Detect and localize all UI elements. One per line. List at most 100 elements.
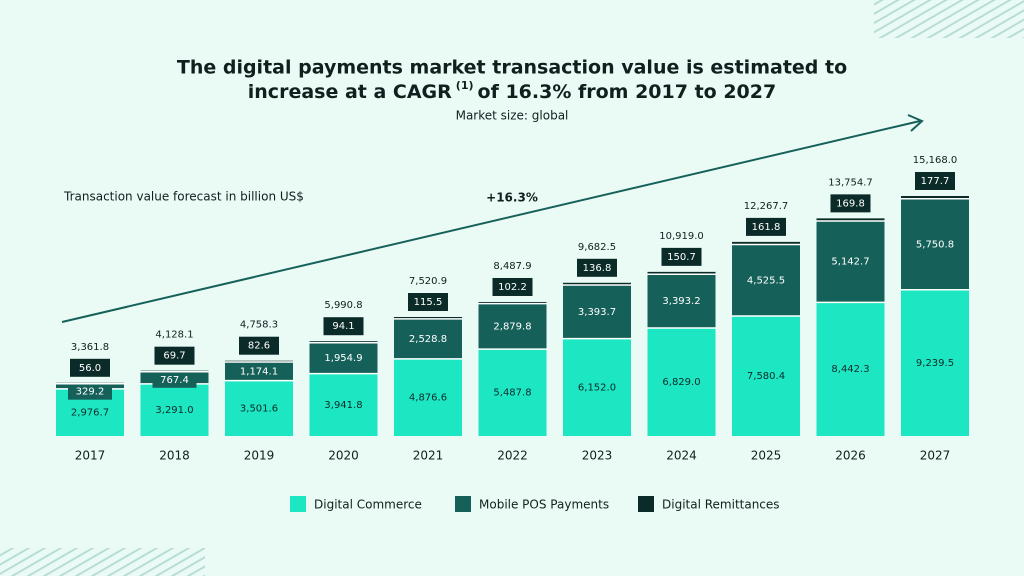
- bar-segment: [225, 362, 293, 381]
- value-label: 3,941.8: [324, 400, 362, 411]
- annotation: +16.3%: [486, 191, 538, 205]
- value-label: 8,442.3: [831, 364, 869, 375]
- legend-swatch: [455, 496, 471, 512]
- total-label: 15,168.0: [913, 155, 958, 166]
- value-label: 3,393.7: [578, 307, 616, 318]
- bar-segment: [225, 380, 293, 436]
- value-label: 5,487.8: [493, 388, 531, 399]
- bar-segment: [394, 318, 462, 359]
- legend-label: Digital Remittances: [662, 498, 780, 512]
- value-label: 2,528.8: [409, 334, 447, 345]
- x-tick-label: 2017: [75, 449, 106, 463]
- legend-label: Digital Commerce: [314, 498, 422, 512]
- bar-segment: [309, 342, 378, 374]
- label-badge: [68, 383, 112, 400]
- bar-segment: [901, 198, 969, 290]
- label-badge: [492, 277, 533, 296]
- x-tick-label: 2023: [582, 449, 613, 463]
- value-label: 5,142.7: [831, 257, 869, 268]
- label-badge: [915, 172, 955, 190]
- value-label: 161.8: [752, 222, 781, 233]
- chart-title: increase at a CAGR (1) of 16.3% from 2017 …: [248, 79, 776, 103]
- value-label: 4,525.5: [747, 275, 785, 286]
- bar-segment: [816, 302, 885, 436]
- bar-segment: [647, 271, 716, 275]
- label-badge: [152, 371, 197, 388]
- x-tick-label: 2027: [920, 449, 951, 463]
- bar-segment: [816, 221, 885, 303]
- x-tick-label: 2026: [835, 449, 866, 463]
- value-label: 5,750.8: [916, 239, 954, 250]
- total-label: 4,128.1: [155, 330, 193, 341]
- bar-segment: [901, 289, 969, 436]
- bar-segment: [394, 316, 462, 319]
- legend-swatch: [638, 496, 654, 512]
- bar-segment: [563, 338, 631, 436]
- trend-arrow-head: [907, 114, 924, 132]
- bar-segment: [647, 274, 716, 328]
- value-label: 9,239.5: [916, 358, 954, 369]
- x-tick-label: 2021: [413, 449, 444, 463]
- label-badge: [154, 346, 195, 365]
- total-label: 9,682.5: [578, 242, 616, 253]
- label-badge: [70, 358, 110, 377]
- decoration: [874, 0, 1024, 38]
- label-badge: [323, 317, 364, 336]
- label-badge: [746, 217, 786, 236]
- total-label: 13,754.7: [828, 177, 873, 188]
- value-label: 177.7: [921, 176, 950, 187]
- x-tick-label: 2018: [159, 449, 190, 463]
- bar-segment: [732, 244, 800, 317]
- bars: 2017 2,976.7 329.2 56.0 3,361.8 2018 3,291.0 76…: [56, 155, 969, 463]
- value-label: 94.1: [332, 321, 354, 332]
- value-label: 6,152.0: [578, 382, 616, 393]
- bar-segment: [309, 373, 378, 436]
- value-note: Transaction value forecast in billion US…: [63, 190, 304, 204]
- title-part: increase at a CAGR: [248, 81, 452, 103]
- decoration: [0, 548, 205, 576]
- x-tick-label: 2019: [244, 449, 275, 463]
- value-label: 150.7: [667, 252, 696, 263]
- bar-segment: [647, 327, 716, 436]
- value-label: 56.0: [79, 363, 101, 374]
- value-label: 82.6: [248, 341, 270, 352]
- total-label: 8,487.9: [493, 261, 531, 272]
- bar-segment: [478, 349, 547, 436]
- title-note: (1): [456, 79, 474, 92]
- bar-segment: [732, 241, 800, 245]
- value-label: 6,829.0: [662, 377, 700, 388]
- value-label: 136.8: [583, 263, 612, 274]
- value-label: 7,580.4: [747, 371, 785, 382]
- value-label: 329.2: [76, 387, 105, 398]
- value-label: 4,876.6: [409, 392, 447, 403]
- trend-arrow: [61, 120, 921, 323]
- value-label: 3,501.6: [240, 403, 278, 414]
- value-label: 115.5: [414, 297, 443, 308]
- label-badge: [408, 292, 448, 311]
- value-label: 3,393.2: [662, 296, 700, 307]
- total-label: 7,520.9: [409, 276, 447, 287]
- total-label: 12,267.7: [744, 201, 789, 212]
- value-label: 69.7: [163, 351, 185, 362]
- chart-title: The digital payments market transaction …: [177, 57, 847, 79]
- value-label: 2,879.8: [493, 321, 531, 332]
- value-label: 767.4: [160, 375, 189, 386]
- bar-segment: [478, 303, 547, 350]
- bar-segment: [901, 196, 969, 199]
- bar-segment: [563, 282, 631, 285]
- value-label: 169.8: [836, 198, 865, 209]
- total-label: 3,361.8: [71, 342, 109, 353]
- label-badge: [661, 247, 702, 266]
- x-tick-label: 2024: [666, 449, 697, 463]
- legend-label: Mobile POS Payments: [479, 498, 609, 512]
- value-label: 1,954.9: [324, 353, 362, 364]
- label-badge: [239, 336, 279, 355]
- bar-segment: [394, 358, 462, 436]
- title-part: of 16.3% from 2017 to 2027: [478, 81, 777, 103]
- bar-segment: [732, 316, 800, 436]
- legend: Digital Commerce Mobile POS Payments Digit…: [290, 496, 780, 512]
- label-badge: [577, 258, 617, 277]
- value-label: 102.2: [498, 282, 527, 293]
- x-tick-label: 2022: [497, 449, 528, 463]
